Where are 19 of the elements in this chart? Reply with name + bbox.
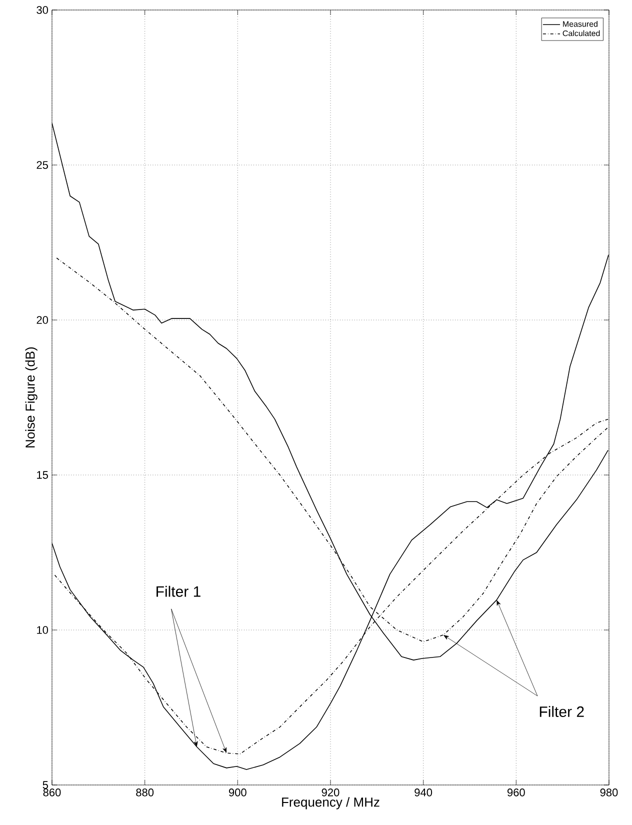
x-tick-label: 920 [322,788,340,796]
y-tick-label: 20 [36,316,48,324]
x-tick-label: 980 [600,788,618,796]
x-axis-title: Frequency / MHz [282,797,380,810]
y-tick-label: 30 [36,6,48,14]
x-tick-label: 900 [229,788,246,796]
legend-label: Calculated [562,30,600,36]
annotation: Filter 2 [540,706,584,718]
x-tick-label: 880 [136,788,154,796]
y-tick-label: 15 [37,471,48,479]
x-tick-label: 860 [43,788,61,796]
y-tick-label: 10 [37,626,48,634]
annotation: Filter 1 [156,586,200,597]
y-axis-title: Noise Figure (dB) [25,347,38,448]
x-tick-label: 940 [414,788,432,796]
legend-label: Measured [563,20,598,27]
y-tick-label: 5 [42,781,48,789]
y-tick-label: 25 [36,161,48,169]
x-tick-label: 960 [508,788,525,796]
